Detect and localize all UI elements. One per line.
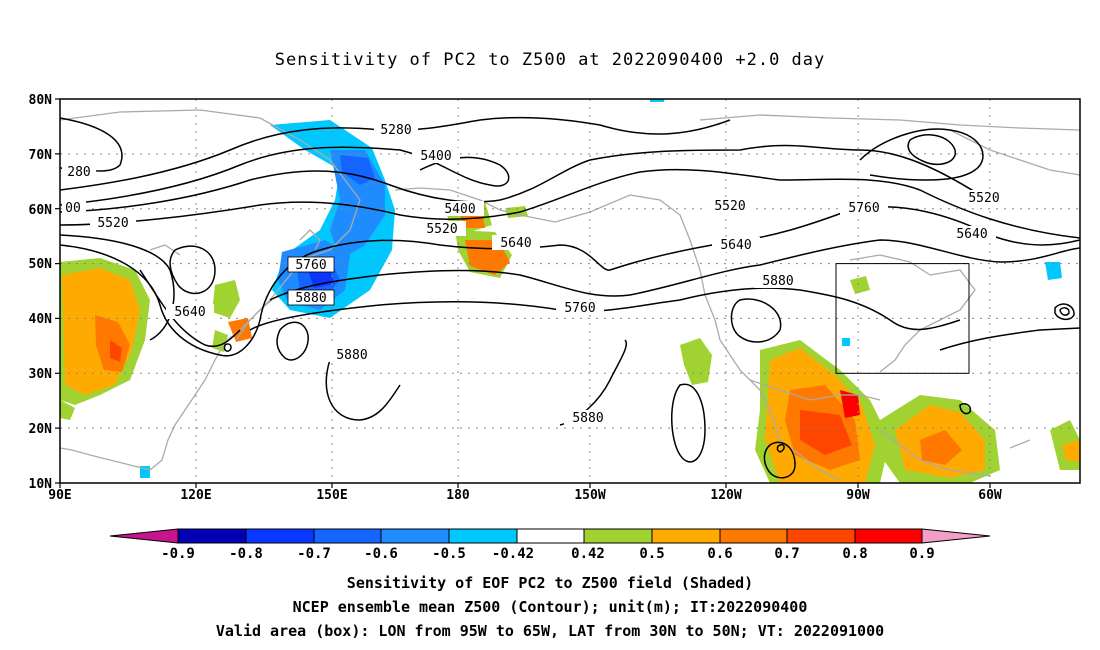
svg-text:280: 280 (67, 165, 90, 180)
contour-label: 280 (62, 164, 96, 180)
contour-label: 5760 (840, 200, 888, 216)
svg-text:5760: 5760 (295, 258, 326, 273)
contour-label: 5640 (166, 304, 214, 320)
contour-label: 5880 (754, 273, 802, 289)
lon-label: 150W (574, 488, 605, 503)
contour-label: 5520 (90, 215, 136, 231)
contour-labels: 5280 5400 280 00 5520 5400 5520 5640 552… (62, 122, 1008, 426)
lon-label: 180 (446, 488, 470, 503)
contour-label: 5760 (556, 300, 604, 316)
lat-label: 60N (29, 203, 53, 218)
contour-label: 00 (62, 200, 86, 216)
contour-label: 5400 (412, 148, 460, 164)
svg-text:5880: 5880 (762, 274, 793, 289)
lon-label: 90E (48, 488, 71, 503)
contour-label: 5880 (564, 410, 612, 426)
contour-label: 5760 (287, 256, 335, 273)
colorbar-label: 0.5 (639, 546, 664, 562)
coastlines (60, 109, 1080, 481)
colorbar-label: 0.42 (571, 546, 605, 562)
contour-label: 5640 (712, 237, 760, 253)
colorbar-label: 0.7 (774, 546, 799, 562)
svg-text:5760: 5760 (848, 201, 879, 216)
colorbar-label: -0.42 (492, 546, 534, 562)
lon-label: 60W (978, 488, 1002, 503)
contour-label: 5880 (287, 289, 335, 306)
colorbar-label: -0.9 (161, 546, 195, 562)
svg-text:5400: 5400 (420, 149, 451, 164)
lon-label: 150E (316, 488, 347, 503)
svg-text:5640: 5640 (720, 238, 751, 253)
colorbar-label: -0.7 (297, 546, 331, 562)
colorbar-label: -0.5 (432, 546, 466, 562)
colorbar-swatch (787, 529, 855, 543)
colorbar-swatch (246, 529, 314, 543)
colorbar-swatch (314, 529, 381, 543)
contour-label: 5520 (706, 198, 754, 214)
caption-valid-area: Valid area (box): LON from 95W to 65W, L… (215, 622, 885, 640)
lon-label: 120E (180, 488, 211, 503)
colorbar-swatch (652, 529, 720, 543)
contour-label: 5880 (328, 347, 376, 363)
colorbar-label: 0.8 (842, 546, 867, 562)
plot-frame (59, 98, 1081, 484)
valid-area-box (835, 263, 970, 374)
svg-text:00: 00 (65, 201, 81, 216)
svg-text:5520: 5520 (97, 216, 128, 231)
positive-sensitivity-shading (60, 202, 1080, 483)
map-title: Sensitivity of PC2 to Z500 at 2022090400… (274, 50, 826, 70)
svg-text:5640: 5640 (174, 305, 205, 320)
colorbar-swatch (381, 529, 449, 543)
caption-contour: NCEP ensemble mean Z500 (Contour); unit(… (292, 598, 808, 616)
contour-label: 5640 (492, 235, 540, 251)
colorbar-label: 0.9 (909, 546, 934, 562)
colorbar-swatch (449, 529, 517, 543)
lon-label: 120W (710, 488, 741, 503)
colorbar-swatch (517, 529, 584, 543)
axis-ticks (55, 98, 991, 488)
caption-shading: Sensitivity of EOF PC2 to Z500 field (Sh… (346, 574, 754, 592)
svg-text:5400: 5400 (444, 202, 475, 217)
lat-label: 40N (29, 312, 53, 327)
svg-text:5880: 5880 (336, 348, 367, 363)
svg-text:5880: 5880 (572, 411, 603, 426)
colorbar-swatch (720, 529, 787, 543)
lat-label: 80N (29, 93, 53, 108)
colorbar-swatch (855, 529, 922, 543)
colorbar-high-end (922, 529, 990, 543)
lon-labels: 90E 120E 150E 180 150W 120W 90W 60W (48, 488, 1002, 503)
lat-label: 70N (29, 148, 53, 163)
svg-text:5640: 5640 (500, 236, 531, 251)
colorbar-low-end (110, 529, 178, 543)
lon-label: 90W (846, 488, 870, 503)
svg-text:5520: 5520 (968, 191, 999, 206)
colorbar-label: -0.6 (364, 546, 398, 562)
svg-text:5520: 5520 (714, 199, 745, 214)
lat-label: 30N (29, 367, 53, 382)
svg-text:5760: 5760 (564, 301, 595, 316)
colorbar-label: 0.6 (707, 546, 732, 562)
plot-area: 5280 5400 280 00 5520 5400 5520 5640 552… (60, 99, 1080, 483)
svg-text:5640: 5640 (956, 227, 987, 242)
colorbar: -0.9 -0.8 -0.7 -0.6 -0.5 -0.42 0.42 0.5 … (109, 528, 991, 562)
lat-labels: 80N 70N 60N 50N 40N 30N 20N 10N (29, 93, 53, 492)
contour-label: 5520 (418, 221, 466, 237)
svg-text:5520: 5520 (426, 222, 457, 237)
colorbar-label: -0.8 (229, 546, 263, 562)
lat-label: 50N (29, 257, 53, 272)
svg-text:5280: 5280 (380, 123, 411, 138)
contour-label: 5520 (960, 190, 1008, 206)
contour-label: 5280 (374, 122, 418, 138)
svg-text:5880: 5880 (295, 291, 326, 306)
colorbar-swatch (178, 529, 246, 543)
colorbar-swatch (584, 529, 652, 543)
lat-label: 10N (29, 477, 53, 492)
contour-label: 5400 (436, 201, 484, 217)
contour-label: 5640 (948, 226, 996, 242)
lat-label: 20N (29, 422, 53, 437)
